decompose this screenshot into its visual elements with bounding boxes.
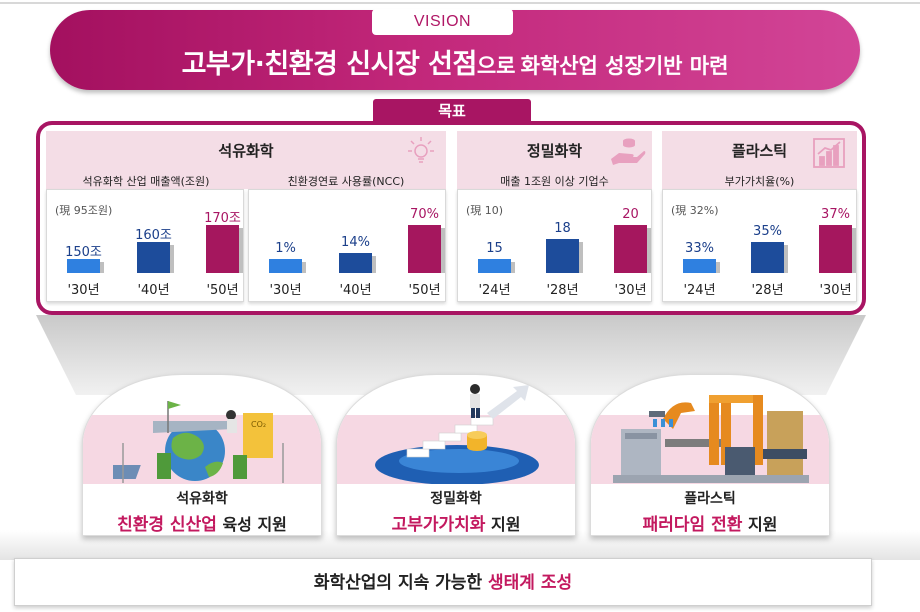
card-rest: 육성 지원 [222, 515, 287, 534]
vision-title-main: 고부가·친환경 신시장 선점 [181, 49, 478, 80]
growth-chart-icon [813, 138, 845, 168]
chart-sales: (現 95조원) 150조 '30년 160조 '40년 170조 '50년 [46, 189, 244, 302]
bar [206, 225, 243, 273]
bar-value-label: 1% [275, 241, 296, 256]
coin-stairs-illustration [375, 384, 539, 485]
x-tick-label: '24년 [478, 283, 511, 298]
bar-value-label: 150조 [65, 245, 102, 260]
bar-value-label: 20 [622, 207, 639, 222]
x-tick-label: '40년 [339, 283, 372, 298]
x-tick-label: '28년 [546, 283, 579, 298]
vision-tag: VISION [372, 9, 513, 35]
robot-factory-illustration [613, 395, 809, 483]
bar-value-label: 15 [486, 241, 503, 256]
x-tick-label: '30년 [819, 283, 852, 298]
bar-value-label: 14% [341, 235, 370, 250]
reference-value: (現 10) [466, 204, 504, 217]
subtitle-companies: 매출 1조원 이상 기업수 [500, 175, 609, 188]
foundation-bar: 화학산업의 지속 가능한 생태계 조성 [14, 558, 872, 606]
card-plastics: 플라스틱 패러다임 전환 지원 [590, 374, 830, 536]
foundation-text: 화학산업의 지속 가능한 [313, 573, 483, 593]
bar-value-label: 160조 [135, 228, 172, 243]
svg-text:CO₂: CO₂ [251, 420, 266, 429]
x-tick-label: '24년 [683, 283, 716, 298]
hand-coins-icon [611, 138, 646, 165]
x-tick-label: '50년 [206, 283, 239, 298]
bar [408, 225, 445, 273]
card-rest: 지원 [490, 515, 521, 534]
bar-value-label: 37% [821, 207, 850, 222]
panel-head [46, 131, 446, 189]
card-strategy: 패러다임 전환 지원 [591, 510, 829, 535]
card-highlight: 친환경 신산업 [117, 515, 217, 535]
bar-value-label: 35% [753, 224, 782, 239]
panel-petrochemical: 석유화학 석유화학 산업 매출액(조원) 친환경연료 사용률(NCC) (現 9… [46, 131, 446, 307]
x-tick-label: '30년 [269, 283, 302, 298]
card-strategy: 친환경 신산업 육성 지원 [83, 510, 321, 535]
x-tick-label: '28년 [751, 283, 784, 298]
x-tick-label: '40년 [137, 283, 170, 298]
subtitle-ncc: 친환경연료 사용률(NCC) [287, 175, 405, 188]
panel-title: 석유화학 [218, 142, 274, 160]
chart-companies: (現 10) 15 '24년 18 '28년 20 '30년 [457, 189, 652, 302]
card-rest: 지원 [747, 515, 778, 534]
goal-tag: 목표 [373, 99, 531, 123]
bar [339, 253, 376, 273]
bar [751, 242, 788, 273]
eco-earth-illustration: CO₂ [113, 401, 284, 483]
x-tick-label: '50년 [408, 283, 441, 298]
bar-value-label: 170조 [204, 211, 241, 226]
card-fine-chemical: 정밀화학 고부가가치화 지원 [336, 374, 576, 536]
bar [819, 225, 856, 273]
bar [546, 239, 583, 273]
bar [478, 259, 515, 273]
card-strategy: 고부가가치화 지원 [337, 510, 575, 535]
card-caption: 플라스틱 패러다임 전환 지원 [591, 484, 829, 535]
bar-value-label: 33% [685, 241, 714, 256]
chart-value-added: (現 32%) 33% '24년 35% '28년 37% '30년 [662, 189, 857, 302]
panel-fine-chemical: 정밀화학 매출 1조원 이상 기업수 (現 10) 15 '24년 18 '28년 20… [457, 131, 652, 307]
card-sector: 플라스틱 [684, 491, 736, 507]
foundation-highlight: 생태계 조성 [488, 573, 573, 593]
card-highlight: 패러다임 전환 [642, 515, 743, 535]
top-rule [0, 2, 920, 4]
panel-title: 정밀화학 [526, 142, 583, 160]
card-sector: 석유화학 [176, 491, 228, 507]
bar [614, 225, 651, 273]
vision-title-rest: 화학산업 성장기반 마련 [520, 54, 729, 78]
reference-value: (現 32%) [671, 204, 719, 217]
lightbulb-icon [408, 137, 434, 163]
card-caption: 정밀화학 고부가가치화 지원 [337, 484, 575, 535]
bar [269, 259, 306, 273]
vision-title-particle: 으로 [476, 54, 516, 78]
card-caption: 석유화학 친환경 신산업 육성 지원 [83, 484, 321, 535]
bar [67, 259, 104, 273]
card-petrochemical: CO₂ 석유화학 친환경 신산업 육성 지원 [82, 374, 322, 536]
panel-plastics: 플라스틱 부가가치율(%) (現 32%) 33% '24년 35% '28년 37% '… [662, 131, 857, 307]
panel-title: 플라스틱 [731, 142, 788, 160]
x-tick-label: '30년 [67, 283, 100, 298]
card-sector: 정밀화학 [430, 491, 482, 507]
x-tick-label: '30년 [614, 283, 647, 298]
bar-value-label: 70% [410, 207, 439, 222]
reference-value: (現 95조원) [55, 204, 113, 217]
bar [683, 259, 720, 273]
subtitle-sales: 석유화학 산업 매출액(조원) [82, 175, 210, 188]
bar-value-label: 18 [554, 221, 571, 236]
card-highlight: 고부가가치화 [391, 515, 486, 535]
chart-ncc: 1% '30년 14% '40년 70% '50년 [248, 189, 446, 302]
subtitle-value-added: 부가가치율(%) [724, 175, 795, 188]
bar [137, 242, 174, 273]
vision-title: 고부가·친환경 신시장 선점으로 화학산업 성장기반 마련 [50, 42, 860, 81]
